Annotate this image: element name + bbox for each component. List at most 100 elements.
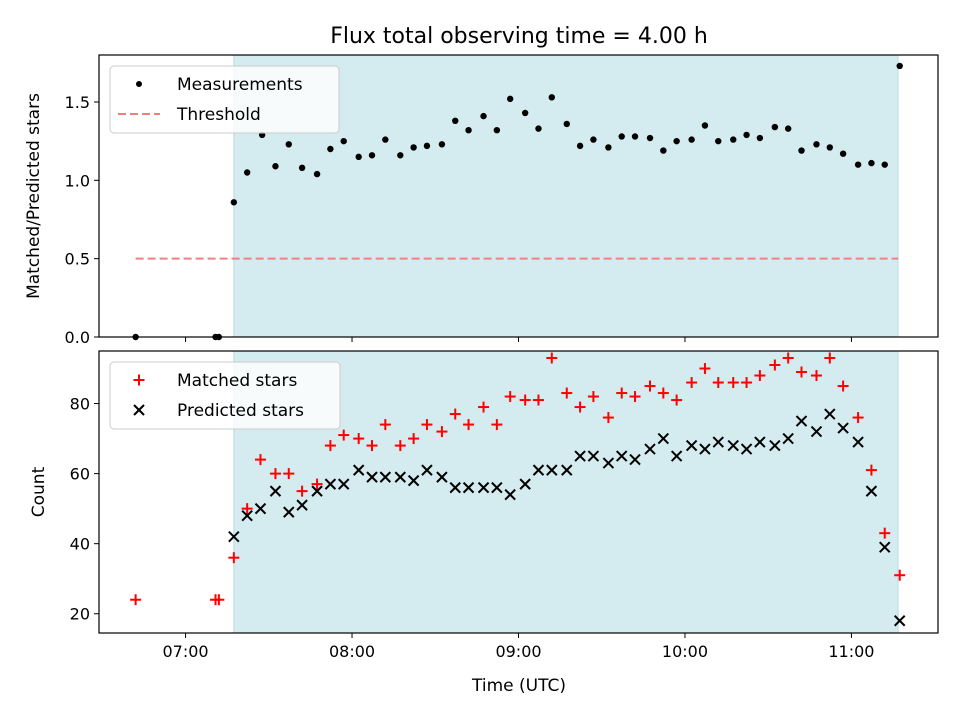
predicted-star-marker <box>394 471 407 483</box>
matched-star-marker <box>616 387 628 399</box>
predicted-star-marker <box>546 464 558 476</box>
matched-star-marker <box>795 366 807 378</box>
measurement-point <box>896 62 903 70</box>
predicted-star-marker <box>602 457 615 469</box>
predicted-star-marker <box>504 488 516 501</box>
predicted-star-marker <box>852 436 864 448</box>
predicted-star-marker <box>574 450 586 462</box>
legend-matched-marker <box>133 374 145 386</box>
y-tick-label: 0.0 <box>65 328 90 347</box>
matched-star-marker <box>865 464 877 476</box>
x-tick-label: 08:00 <box>329 642 375 661</box>
matched-star-marker <box>587 391 599 403</box>
legend: Measurements Threshold <box>109 65 340 134</box>
predicted-star-marker <box>477 481 490 494</box>
y-axis-label: Matched/Predicted stars <box>24 93 44 299</box>
matched-star-marker <box>699 363 711 375</box>
x-tick-label: 07:00 <box>163 642 209 661</box>
axes-frame <box>98 350 939 634</box>
predicted-star-marker <box>296 499 308 511</box>
measurement-point <box>854 161 862 168</box>
measurement-point <box>868 159 875 167</box>
measurement-point <box>826 144 833 151</box>
observing-interval-shade <box>233 54 899 338</box>
measurement-point <box>272 163 279 170</box>
matched-star-marker <box>561 387 573 399</box>
matched-star-marker <box>602 412 614 424</box>
matched-star-marker <box>269 468 281 480</box>
matched-star-marker <box>894 569 906 581</box>
measurement-point <box>730 136 737 143</box>
matched-star-marker <box>657 387 669 399</box>
predicted-star-marker <box>421 464 433 476</box>
predicted-star-marker <box>782 432 794 445</box>
measurement-point <box>465 127 472 134</box>
measurement-point <box>646 134 654 142</box>
predicted-star-marker <box>311 485 323 497</box>
measurement-point <box>521 109 529 117</box>
matched-star-marker <box>379 419 391 431</box>
predicted-star-marker <box>352 464 365 476</box>
measurement-point <box>368 152 376 159</box>
predicted-star-marker <box>379 471 392 483</box>
predicted-star-marker <box>449 481 461 494</box>
measurement-point <box>660 147 667 154</box>
predicted-star-marker <box>685 439 698 452</box>
measurement-point <box>784 125 792 132</box>
matched-star-marker <box>879 527 891 539</box>
matched-star-marker <box>324 440 336 452</box>
matched-star-marker <box>532 394 544 406</box>
predicted-star-marker <box>629 453 641 466</box>
measurement-point <box>452 117 459 125</box>
measurement-point <box>715 137 722 145</box>
matched-star-marker <box>852 412 864 424</box>
matched-star-marker <box>478 401 490 413</box>
matched-star-marker <box>213 594 225 606</box>
predicted-star-marker <box>366 471 378 483</box>
matched-star-marker <box>741 377 753 389</box>
y-tick-label: 80 <box>70 395 90 414</box>
matched-star-marker <box>519 394 531 406</box>
predicted-star-marker <box>491 481 503 494</box>
measurement-point <box>493 127 501 134</box>
matched-star-marker <box>810 370 822 382</box>
matched-star-marker <box>712 377 724 389</box>
measurement-point <box>397 152 404 159</box>
matched-star-marker <box>824 352 836 364</box>
matched-star-marker <box>754 370 766 382</box>
measurement-point <box>423 142 431 150</box>
matched-star-marker <box>546 352 558 364</box>
matched-star-marker <box>241 503 253 515</box>
predicted-star-marker <box>283 506 295 518</box>
predicted-star-marker <box>769 439 781 452</box>
matched-star-marker <box>366 440 378 452</box>
measurement-point <box>285 141 292 148</box>
y-tick-label: 60 <box>70 465 90 484</box>
chart-title: Flux total observing time = 4.00 h <box>330 24 708 49</box>
predicted-star-marker <box>879 541 891 553</box>
legend-label: Threshold <box>176 105 261 125</box>
measurement-point <box>410 144 417 151</box>
matched-star-marker <box>394 440 406 452</box>
measurement-point <box>688 136 695 143</box>
matched-star-marker <box>296 485 308 497</box>
predicted-star-marker <box>462 481 475 494</box>
measurement-point <box>506 95 514 103</box>
matched-star-marker <box>408 433 420 445</box>
x-axis-label: Time (UTC) <box>471 676 566 696</box>
matched-star-marker <box>686 377 698 389</box>
predicted-star-marker <box>657 432 670 445</box>
matched-star-marker <box>769 359 781 371</box>
predicted-star-marker <box>228 530 240 543</box>
matched-star-marker <box>629 391 641 403</box>
measurement-point <box>230 199 238 206</box>
measurement-point <box>327 145 334 153</box>
measurement-point <box>618 133 625 140</box>
predicted-star-marker <box>740 443 753 455</box>
measurement-point <box>298 164 306 171</box>
predicted-star-marker <box>670 450 683 462</box>
predicted-star-marker <box>824 408 836 420</box>
bottom-panel: 20 40 60 80 07:00 08:00 09:00 10:00 11:00 Count Ma… <box>29 350 939 661</box>
matched-star-marker <box>837 380 849 392</box>
legend-box <box>109 65 340 134</box>
